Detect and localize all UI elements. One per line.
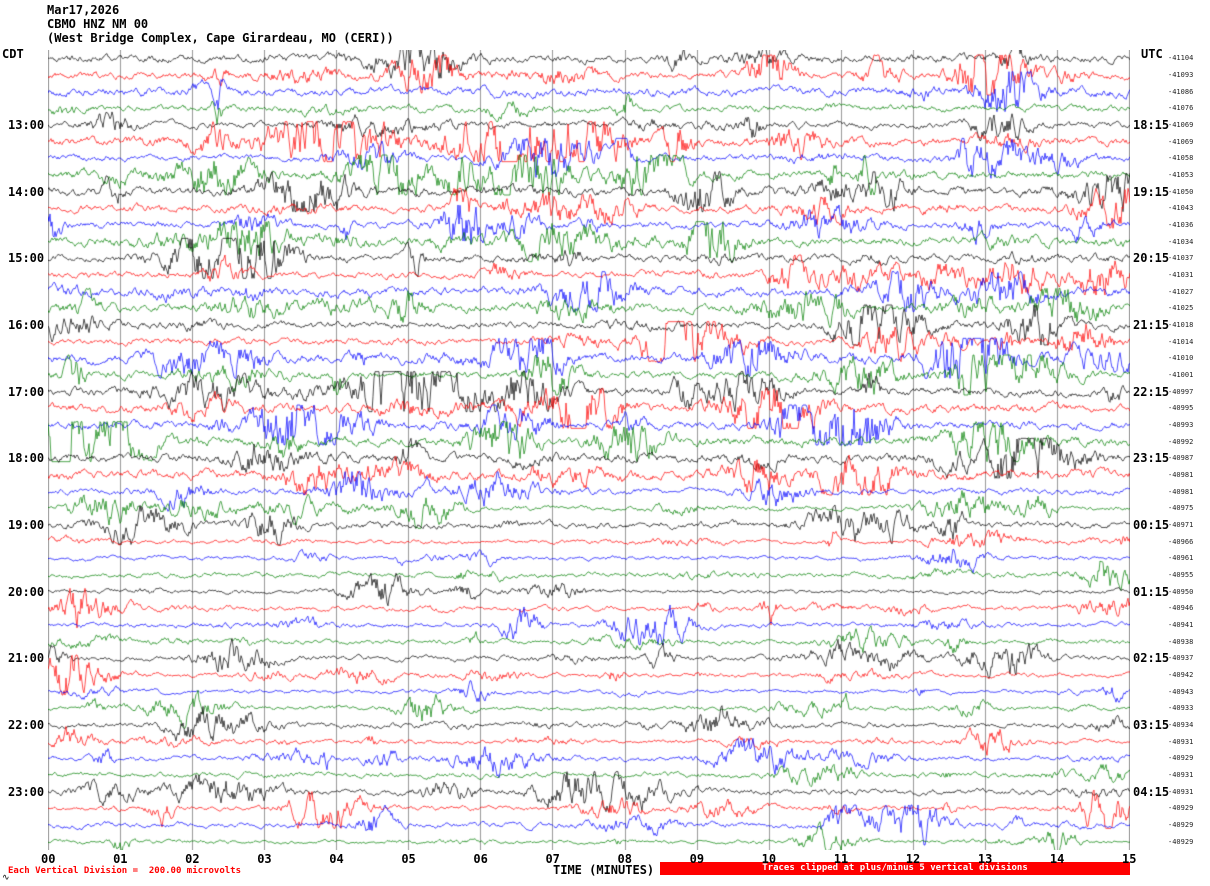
x-tick-label: 07 (545, 852, 560, 866)
trace-offset-label: -41010 (1168, 354, 1194, 363)
trace-offset-label: -40981 (1168, 487, 1194, 496)
x-tick-label: 03 (257, 852, 272, 866)
trace-offset-label: -40943 (1168, 687, 1194, 696)
trace-offset-label: -41076 (1168, 104, 1194, 113)
x-tick-label: 06 (473, 852, 488, 866)
trace-offset-label: -40929 (1168, 804, 1194, 813)
left-hour-label: 17:00 (8, 384, 45, 399)
trace-offset-label: -40975 (1168, 504, 1194, 513)
trace-offset-label: -40933 (1168, 704, 1194, 713)
trace-offset-label: -41036 (1168, 221, 1194, 229)
trace-offset-label: -40995 (1168, 404, 1194, 413)
x-tick-label: 11 (833, 852, 849, 866)
left-hour-label: 16:00 (8, 318, 45, 332)
x-tick-label: 13 (977, 852, 993, 866)
trace-offset-label: -40955 (1168, 571, 1194, 579)
left-hour-label: 22:00 (8, 718, 45, 732)
left-hour-label: 14:00 (8, 184, 45, 199)
x-tick-label: 08 (617, 852, 632, 866)
x-tick-label: 05 (401, 852, 416, 866)
x-tick-label: 14 (1049, 852, 1065, 866)
corner-glyph: ∿ (2, 873, 10, 883)
trace-offset-label: -40997 (1168, 387, 1194, 396)
right-utc-label: 18:15 (1133, 118, 1170, 132)
trace-offset-label: -40931 (1168, 771, 1194, 779)
header-station: CBMO HNZ NM 00 (47, 17, 149, 31)
trace-offset-label: -40929 (1168, 837, 1194, 846)
trace-offset-label: -40937 (1168, 654, 1194, 663)
right-utc-label: 23:15 (1133, 451, 1170, 466)
x-tick-label: 04 (329, 852, 344, 866)
trace-offset-label: -41034 (1168, 237, 1194, 246)
left-hour-label: 19:00 (8, 518, 45, 532)
right-utc-label: 00:15 (1133, 518, 1170, 532)
left-hour-label: 20:00 (8, 584, 45, 599)
trace-offset-label: -40938 (1168, 637, 1194, 646)
trace-offset-label: -40931 (1168, 737, 1194, 746)
left-hour-label: 13:00 (8, 118, 45, 132)
trace-offset-label: -40941 (1168, 621, 1194, 629)
trace-offset-label: -41031 (1168, 271, 1194, 279)
trace-offset-label: -40992 (1168, 437, 1194, 446)
left-hour-label: 15:00 (8, 251, 45, 266)
trace-offset-label: -41001 (1168, 371, 1194, 379)
left-hour-label: 18:00 (8, 451, 45, 466)
x-tick-label: 10 (761, 852, 777, 866)
trace-offset-label: -41037 (1168, 254, 1194, 263)
left-timezone-label: CDT (2, 47, 24, 61)
left-hour-label: 23:00 (8, 784, 45, 799)
division-note: Each Vertical Division = 200.00 microvol… (8, 866, 241, 876)
clip-note: Traces clipped at plus/minus 5 vertical … (660, 862, 1130, 875)
header-date: Mar17,2026 (47, 3, 120, 17)
trace-offset-label: -40946 (1168, 604, 1194, 613)
trace-offset-label: -41050 (1168, 187, 1194, 196)
x-tick-label: 02 (185, 852, 200, 866)
seismogram-canvas (48, 50, 1130, 850)
right-utc-label: 04:15 (1133, 784, 1170, 799)
left-hour-label: 21:00 (8, 651, 45, 666)
trace-offset-label: -40950 (1168, 587, 1194, 596)
right-utc-label: 20:15 (1133, 251, 1170, 266)
trace-offset-label: -41018 (1168, 321, 1194, 329)
x-tick-label: 12 (905, 852, 921, 866)
x-tick-label: 01 (113, 852, 128, 866)
trace-offset-label: -41093 (1168, 71, 1194, 79)
right-timezone-label: UTC (1141, 47, 1163, 61)
trace-offset-label: -40934 (1168, 721, 1194, 729)
trace-offset-label: -40942 (1168, 671, 1194, 679)
trace-offset-label: -40961 (1168, 554, 1194, 563)
right-utc-label: 02:15 (1133, 651, 1170, 666)
trace-offset-label: -40987 (1168, 454, 1194, 463)
trace-offset-label: -40931 (1168, 787, 1194, 796)
right-utc-label: 19:15 (1133, 184, 1170, 199)
right-utc-label: 22:15 (1133, 384, 1170, 399)
trace-offset-label: -40981 (1168, 471, 1194, 479)
x-tick-label: 00 (41, 852, 56, 866)
trace-offset-label: -40966 (1168, 537, 1194, 546)
trace-offset-label: -41104 (1168, 54, 1194, 63)
x-tick-label: 15 (1122, 852, 1137, 866)
right-utc-label: 01:15 (1133, 584, 1170, 599)
trace-offset-label: -41058 (1168, 154, 1194, 163)
trace-offset-label: -41025 (1168, 304, 1194, 313)
right-utc-label: 03:15 (1133, 718, 1170, 732)
trace-offset-label: -41086 (1168, 87, 1194, 96)
header-location: (West Bridge Complex, Cape Girardeau, MO… (47, 31, 394, 45)
x-axis-title: TIME (MINUTES) (553, 863, 655, 877)
trace-offset-label: -40929 (1168, 821, 1194, 829)
trace-offset-label: -40929 (1168, 754, 1194, 763)
trace-offset-label: -41053 (1168, 171, 1194, 179)
trace-offset-label: -41014 (1168, 337, 1194, 346)
x-tick-label: 09 (689, 852, 705, 866)
trace-offset-label: -41069 (1168, 121, 1194, 129)
trace-offset-label: -41027 (1168, 287, 1194, 296)
trace-offset-label: -41069 (1168, 137, 1194, 146)
trace-offset-label: -40971 (1168, 521, 1194, 529)
right-utc-label: 21:15 (1133, 318, 1170, 332)
trace-offset-label: -40993 (1168, 421, 1194, 429)
trace-offset-label: -41043 (1168, 204, 1194, 213)
